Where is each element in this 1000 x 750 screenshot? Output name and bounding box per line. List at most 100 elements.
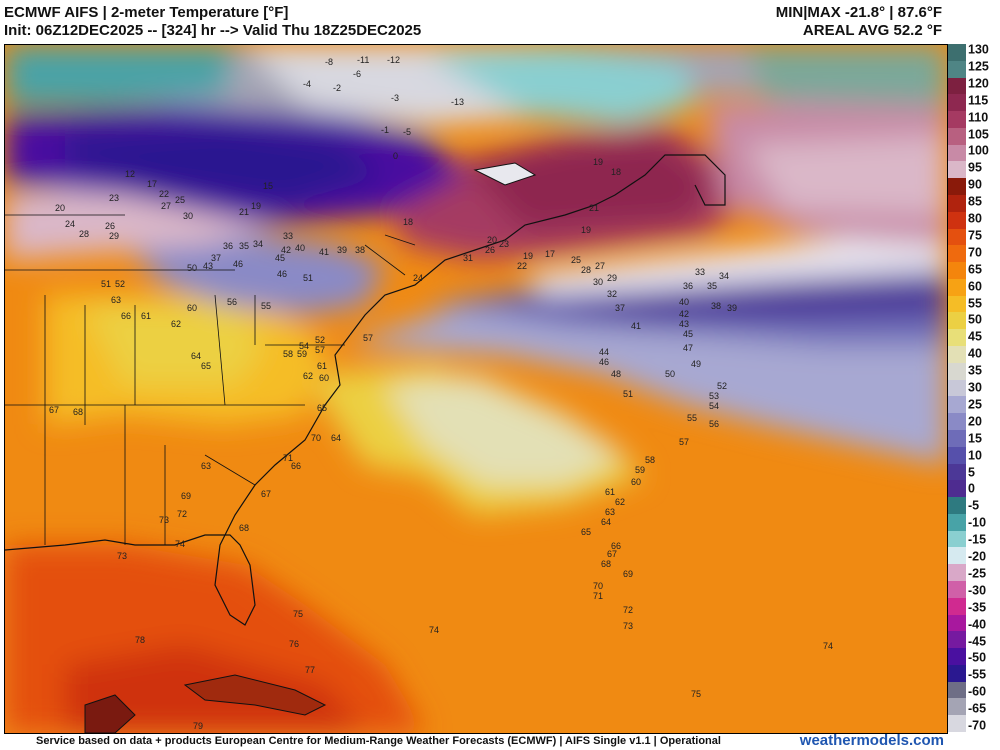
temperature-value: 43 bbox=[203, 261, 213, 271]
temperature-value: 37 bbox=[211, 253, 221, 263]
temperature-value: 62 bbox=[615, 497, 625, 507]
colorbar-label: 85 bbox=[968, 194, 982, 209]
temperature-value: 59 bbox=[635, 465, 645, 475]
temperature-value: 40 bbox=[295, 243, 305, 253]
temperature-value: 69 bbox=[623, 569, 633, 579]
temperature-value: 36 bbox=[683, 281, 693, 291]
temperature-value: 62 bbox=[171, 319, 181, 329]
min-max-readout: MIN|MAX -21.8° | 87.6°F bbox=[775, 4, 942, 21]
temperature-value: 71 bbox=[283, 453, 293, 463]
temperature-value: 60 bbox=[631, 477, 641, 487]
temperature-value: 61 bbox=[605, 487, 615, 497]
temperature-value: 73 bbox=[623, 621, 633, 631]
colorbar-label: 35 bbox=[968, 363, 982, 378]
colorbar-swatch bbox=[948, 346, 966, 364]
temperature-value: -2 bbox=[333, 83, 341, 93]
temperature-value: 24 bbox=[65, 219, 75, 229]
temperature-value: 61 bbox=[141, 311, 151, 321]
temperature-value: 55 bbox=[261, 301, 271, 311]
init-valid-line: Init: 06Z12DEC2025 -- [324] hr --> Valid… bbox=[4, 22, 422, 39]
temperature-map-svg: -8 -11 -12-4 -2-6-3 -13-1 -501520231217222527… bbox=[5, 45, 947, 733]
temperature-value: -13 bbox=[451, 97, 464, 107]
temperature-value: 18 bbox=[611, 167, 621, 177]
colorbar-label: 100 bbox=[968, 143, 989, 158]
colorbar-swatch bbox=[948, 698, 966, 716]
colorbar-label: 50 bbox=[968, 312, 982, 327]
footer-credit: Service based on data + products Europea… bbox=[36, 735, 721, 747]
us-coastline bbox=[5, 334, 351, 626]
colorbar-swatch bbox=[948, 597, 966, 616]
temperature-value: 46 bbox=[233, 259, 243, 269]
colorbar-label: -15 bbox=[968, 532, 987, 547]
colorbar-label: 90 bbox=[968, 177, 982, 192]
colorbar-swatch bbox=[948, 262, 966, 280]
temperature-value: 26 bbox=[485, 245, 495, 255]
temperature-value: 65 bbox=[201, 361, 211, 371]
temperature-value: 44 bbox=[599, 347, 609, 357]
temperature-value: 64 bbox=[331, 433, 341, 443]
temperature-value: 19 bbox=[251, 201, 261, 211]
temperature-value: 56 bbox=[709, 419, 719, 429]
temperature-value: 74 bbox=[175, 539, 185, 549]
temperature-value: 69 bbox=[181, 491, 191, 501]
colorbar-label: -35 bbox=[968, 600, 987, 615]
colorbar-label: -20 bbox=[968, 549, 987, 564]
temperature-value: 64 bbox=[191, 351, 201, 361]
temperature-value: 33 bbox=[695, 267, 705, 277]
colorbar-label: 45 bbox=[968, 329, 982, 344]
temperature-value: 70 bbox=[593, 581, 603, 591]
colorbar-label: 0 bbox=[968, 481, 975, 496]
colorbar-swatch bbox=[948, 312, 966, 330]
temperature-map[interactable]: -8 -11 -12 -4 -2 -6 -3 -13 -1 -5 0 15 20 23 12 17 22 25 27… bbox=[4, 44, 948, 734]
temperature-value: -3 bbox=[391, 93, 399, 103]
colorbar-swatch bbox=[948, 580, 966, 599]
colorbar-label: 55 bbox=[968, 296, 982, 310]
temperature-value: 79 bbox=[193, 721, 203, 731]
temperature-value: 39 bbox=[337, 245, 347, 255]
temperature-value: 34 bbox=[253, 239, 263, 249]
temperature-value: 46 bbox=[599, 357, 609, 367]
temperature-value: 52 bbox=[717, 381, 727, 391]
temperature-value: 78 bbox=[135, 635, 145, 645]
temperature-value: 46 bbox=[277, 269, 287, 279]
brand-link[interactable]: weathermodels.com bbox=[799, 732, 944, 749]
temperature-value: 57 bbox=[679, 437, 689, 447]
temperature-value: 51 bbox=[623, 389, 633, 399]
colorbar-label: 65 bbox=[968, 262, 982, 277]
temperature-value: 28 bbox=[79, 229, 89, 239]
colorbar-swatch bbox=[948, 195, 966, 213]
temperature-value: 60 bbox=[187, 303, 197, 313]
temperature-value: -1 bbox=[381, 125, 389, 135]
colorbar-label: 125 bbox=[968, 59, 989, 74]
temperature-value: 24 bbox=[413, 273, 423, 283]
temperature-value: 50 bbox=[187, 263, 197, 273]
colorbar-label: 75 bbox=[968, 228, 982, 243]
colorbar-swatch bbox=[948, 681, 966, 699]
temperature-value: 75 bbox=[691, 689, 701, 699]
temperature-value: 50 bbox=[665, 369, 675, 379]
temperature-value: 20 bbox=[55, 203, 65, 213]
yucatan bbox=[84, 694, 136, 733]
temperature-value: 41 bbox=[319, 247, 329, 257]
temperature-value: 32 bbox=[607, 289, 617, 299]
colorbar-label: 15 bbox=[968, 431, 982, 446]
colorbar-swatch bbox=[948, 127, 966, 146]
colorbar-swatch bbox=[948, 60, 966, 79]
temperature-value: 59 bbox=[297, 349, 307, 359]
temperature-value: 62 bbox=[303, 371, 313, 381]
temperature-value: 75 bbox=[293, 609, 303, 619]
temperature-value: 25 bbox=[175, 195, 185, 205]
temperature-value: 39 bbox=[727, 303, 737, 313]
temperature-value: -4 bbox=[303, 79, 311, 89]
colorbar-label: 20 bbox=[968, 414, 982, 429]
colorbar-label: -65 bbox=[968, 701, 987, 716]
colorbar-swatch bbox=[948, 94, 966, 112]
temperature-value: 45 bbox=[275, 253, 285, 263]
colorbar-swatch bbox=[948, 547, 966, 565]
temperature-value: 35 bbox=[239, 241, 249, 251]
temperature-value: 74 bbox=[429, 625, 439, 635]
temperature-value: 15 bbox=[263, 181, 273, 191]
colorbar-label: 70 bbox=[968, 245, 982, 260]
colorbar-swatch bbox=[948, 228, 966, 246]
colorbar-swatch bbox=[948, 245, 966, 263]
